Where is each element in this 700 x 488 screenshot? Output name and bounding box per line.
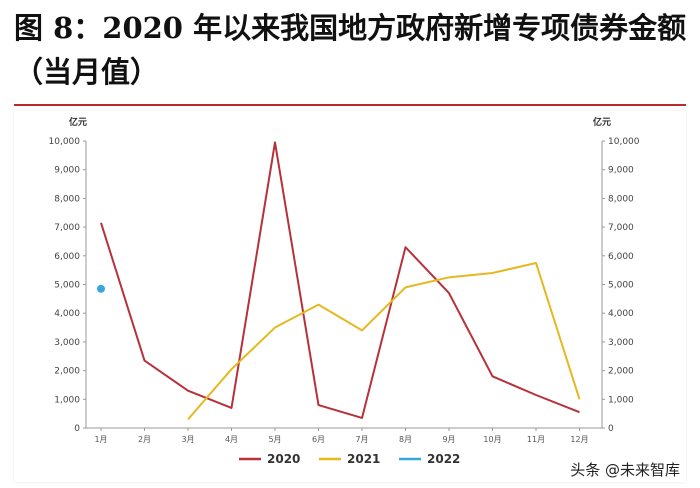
chart-panel: 亿元 亿元 0 1,000 2,000 3,000 4,000 5,000 6,000 7,0… bbox=[14, 111, 686, 482]
title-divider bbox=[14, 104, 686, 106]
y-tick-label-left: 5,000 bbox=[54, 281, 80, 291]
y-tick-label-left: 7,000 bbox=[54, 223, 80, 233]
x-tick-label: 10月 bbox=[483, 435, 501, 444]
y-tick-label-left: 10,000 bbox=[49, 137, 81, 147]
y-tick-label-left: 1,000 bbox=[54, 395, 80, 405]
line-chart: 亿元 亿元 0 1,000 2,000 3,000 4,000 5,000 6,000 7,0… bbox=[49, 116, 640, 466]
x-tick-label: 2月 bbox=[138, 435, 151, 444]
legend-label-2022: 2022 bbox=[427, 452, 460, 466]
series-point-2022 bbox=[97, 284, 105, 293]
y-axis-right-unit: 亿元 bbox=[593, 116, 611, 128]
series-line-2021 bbox=[187, 261, 581, 421]
y-tick-label-right: 0 bbox=[608, 424, 614, 434]
y-tick-label-right: 4,000 bbox=[608, 309, 634, 319]
y-tick-label-left: 0 bbox=[74, 424, 80, 434]
y-tick-label-right: 1,000 bbox=[608, 395, 634, 405]
y-tick-label-right: 2,000 bbox=[608, 367, 634, 377]
x-tick-label: 3月 bbox=[181, 435, 194, 444]
x-tick-label: 8月 bbox=[399, 435, 412, 444]
y-tick-label-left: 6,000 bbox=[54, 252, 80, 262]
y-ticks-right: 0 1,000 2,000 3,000 4,000 5,000 6,000 7,000 8,00… bbox=[602, 137, 640, 434]
legend: 2020 2021 2022 bbox=[239, 452, 460, 466]
series-layer bbox=[97, 141, 581, 421]
y-tick-label-right: 9,000 bbox=[608, 166, 634, 176]
series-line-2020 bbox=[100, 141, 580, 419]
x-tick-label: 7月 bbox=[355, 435, 368, 444]
y-tick-label-right: 6,000 bbox=[608, 252, 634, 262]
y-tick-label-right: 3,000 bbox=[608, 338, 634, 348]
watermark: 头条 @未来智库 bbox=[566, 459, 684, 480]
y-tick-label-right: 10,000 bbox=[608, 137, 640, 147]
y-axis-left-unit: 亿元 bbox=[69, 116, 87, 128]
x-ticks: 1月 2月 3月 4月 5月 6月 7月 8月 9月 10月 11月 12月 bbox=[94, 428, 589, 444]
y-tick-label-left: 3,000 bbox=[54, 338, 80, 348]
x-tick-label: 5月 bbox=[268, 435, 281, 444]
x-tick-label: 12月 bbox=[570, 435, 588, 444]
x-tick-label: 11月 bbox=[527, 435, 545, 444]
y-tick-label-left: 4,000 bbox=[54, 309, 80, 319]
y-tick-label-left: 2,000 bbox=[54, 367, 80, 377]
y-tick-label-left: 9,000 bbox=[54, 166, 80, 176]
y-tick-label-left: 8,000 bbox=[54, 194, 80, 204]
y-tick-label-right: 5,000 bbox=[608, 281, 634, 291]
y-tick-label-right: 8,000 bbox=[608, 194, 634, 204]
legend-label-2021: 2021 bbox=[347, 452, 380, 466]
page-title: 图 8：2020 年以来我国地方政府新增专项债券金额（当月值） bbox=[14, 11, 687, 89]
y-ticks-left: 0 1,000 2,000 3,000 4,000 5,000 6,000 7,000 8,00… bbox=[49, 137, 86, 434]
x-tick-label: 9月 bbox=[442, 435, 455, 444]
legend-label-2020: 2020 bbox=[267, 452, 300, 466]
x-tick-label: 4月 bbox=[225, 435, 238, 444]
y-tick-label-right: 7,000 bbox=[608, 223, 634, 233]
x-tick-label: 6月 bbox=[312, 435, 325, 444]
x-tick-label: 1月 bbox=[94, 435, 107, 444]
